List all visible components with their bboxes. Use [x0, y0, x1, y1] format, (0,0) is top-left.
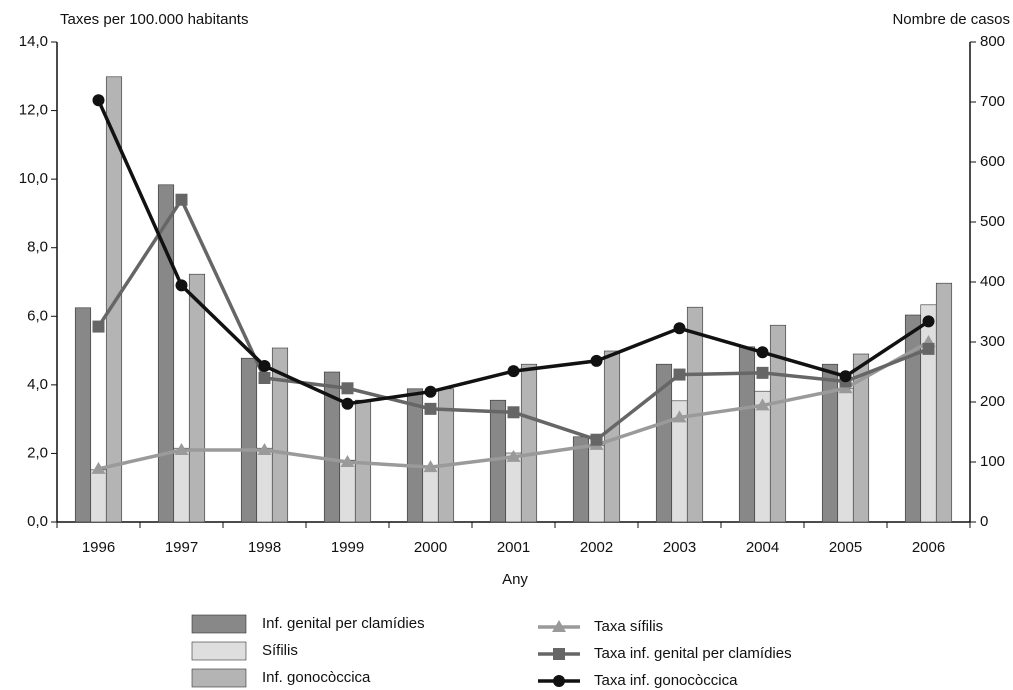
x-tick-label: 1998: [248, 539, 281, 556]
legend-marker: [552, 620, 566, 632]
point: [590, 354, 603, 367]
legend-label: Taxa inf. genital per clamídies: [594, 645, 792, 662]
y2-axis-label: Nombre de casos: [892, 11, 1010, 28]
y-axis-label: Taxes per 100.000 habitants: [60, 11, 248, 28]
y-tick-label: 8,0: [27, 239, 48, 256]
point: [92, 94, 105, 107]
point: [673, 368, 686, 381]
legend-label: Taxa sífilis: [594, 618, 663, 635]
legend-marker: [553, 675, 565, 687]
bar: [240, 357, 258, 523]
point: [507, 406, 520, 419]
y-tick-label: 0,0: [27, 513, 48, 530]
point: [756, 366, 769, 379]
legend-swatch: [191, 614, 247, 634]
x-tick-label: 2005: [829, 539, 862, 556]
y2-tick-label: 200: [980, 393, 1005, 410]
point: [341, 382, 354, 395]
y2-tick-label: 600: [980, 153, 1005, 170]
point: [423, 460, 438, 473]
x-tick-label: 1996: [82, 539, 115, 556]
legend-label: Taxa inf. gonocòccica: [594, 672, 738, 689]
legend-swatch: [191, 641, 247, 661]
y2-tick-label: 800: [980, 33, 1005, 50]
point: [258, 360, 271, 372]
bar: [422, 466, 439, 523]
bar: [520, 363, 538, 523]
point: [341, 397, 354, 410]
x-tick-label: 1997: [165, 539, 198, 556]
y-tick-label: 6,0: [27, 307, 48, 324]
point: [755, 398, 770, 411]
bar: [323, 371, 341, 523]
point: [424, 402, 437, 415]
y-tick-label: 2,0: [27, 444, 48, 461]
y2-tick-label: 700: [980, 93, 1005, 110]
point: [174, 443, 189, 455]
x-tick-label: 2001: [497, 539, 530, 556]
bar: [505, 452, 522, 523]
point: [258, 372, 271, 384]
point: [590, 433, 603, 446]
bar: [90, 469, 107, 523]
legend-swatch: [191, 668, 247, 688]
line: [96, 99, 930, 406]
y2-tick-label: 300: [980, 333, 1005, 350]
bar: [157, 184, 175, 523]
bar: [588, 444, 605, 523]
bar: [271, 347, 289, 523]
bar: [406, 388, 424, 523]
y2-tick-label: 400: [980, 273, 1005, 290]
legend-marker: [553, 648, 565, 660]
x-tick-label: 2003: [663, 539, 696, 556]
point: [839, 370, 852, 383]
bar: [105, 76, 123, 523]
x-tick-label: 2006: [912, 539, 945, 556]
line: [97, 196, 930, 442]
point: [756, 346, 769, 359]
point: [922, 315, 935, 328]
point: [175, 193, 188, 206]
point: [424, 385, 437, 398]
point: [91, 461, 106, 474]
point: [672, 410, 687, 423]
point: [506, 449, 521, 462]
bar: [852, 353, 870, 523]
y-tick-label: 4,0: [27, 376, 48, 393]
point: [507, 365, 520, 378]
point: [92, 320, 105, 333]
y-tick-label: 10,0: [19, 170, 48, 187]
x-axis-label: Any: [502, 571, 528, 588]
bar: [837, 387, 854, 523]
bar: [754, 390, 771, 523]
legend-label: Inf. genital per clamídies: [262, 615, 425, 632]
point: [257, 443, 272, 455]
x-tick-label: 2002: [580, 539, 613, 556]
y2-tick-label: 100: [980, 453, 1005, 470]
x-tick-label: 2000: [414, 539, 447, 556]
legend-label: Sífilis: [262, 642, 298, 659]
y2-tick-label: 500: [980, 213, 1005, 230]
point: [175, 279, 188, 292]
bar: [188, 273, 206, 523]
x-tick-label: 2004: [746, 539, 779, 556]
y-tick-label: 14,0: [19, 33, 48, 50]
bar: [173, 447, 190, 523]
bar: [821, 363, 839, 523]
bar: [256, 447, 273, 523]
point: [922, 342, 935, 355]
legend-label: Inf. gonocòccica: [262, 669, 371, 686]
y-tick-label: 12,0: [19, 102, 48, 119]
bar: [339, 459, 356, 523]
bar: [74, 307, 92, 523]
bar: [935, 282, 953, 523]
point: [673, 322, 686, 335]
x-tick-label: 1999: [331, 539, 364, 556]
point: [340, 455, 355, 467]
y2-tick-label: 0: [980, 513, 988, 530]
line: [98, 340, 930, 471]
